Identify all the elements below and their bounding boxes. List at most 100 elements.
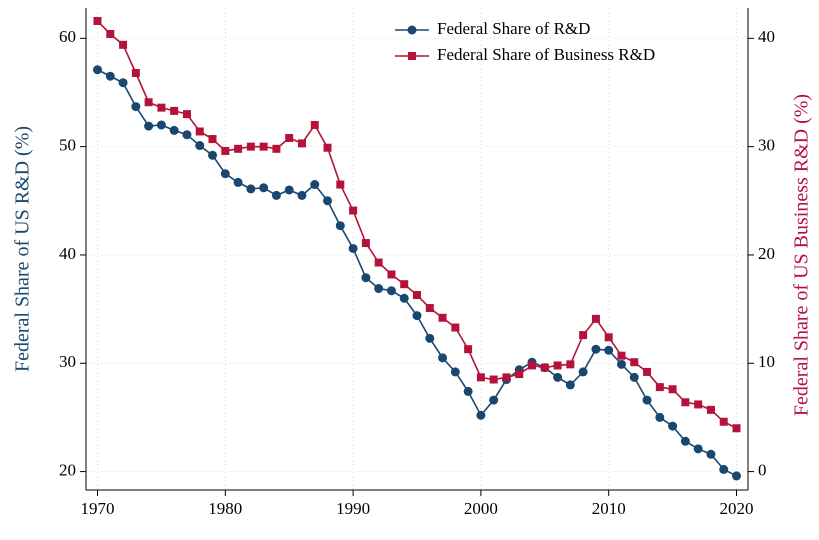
marker	[553, 361, 562, 370]
marker	[578, 367, 588, 377]
marker	[182, 130, 192, 140]
marker	[234, 144, 243, 153]
marker	[259, 142, 268, 151]
marker	[655, 412, 665, 422]
marker	[731, 471, 741, 481]
marker	[208, 135, 217, 144]
marker	[629, 372, 639, 382]
marker	[336, 180, 345, 189]
marker	[438, 353, 448, 363]
marker	[157, 103, 166, 112]
y-tick-label: 40	[59, 244, 76, 263]
marker	[297, 139, 306, 148]
legend-marker	[407, 25, 417, 35]
marker	[515, 370, 524, 379]
marker	[399, 293, 409, 303]
marker	[489, 395, 499, 405]
marker	[719, 464, 729, 474]
marker	[668, 385, 677, 394]
marker	[259, 183, 269, 193]
marker	[93, 16, 102, 25]
marker	[208, 150, 218, 160]
marker	[425, 304, 434, 313]
marker	[630, 358, 639, 367]
y2-tick-label: 20	[758, 244, 775, 263]
marker	[565, 380, 575, 390]
marker	[450, 367, 460, 377]
marker	[144, 121, 154, 131]
marker	[476, 373, 485, 382]
marker	[502, 373, 511, 382]
marker	[413, 291, 421, 300]
marker	[361, 239, 370, 248]
marker	[680, 436, 690, 446]
marker	[400, 280, 409, 289]
marker	[297, 190, 307, 200]
marker	[604, 345, 614, 355]
y-tick-label: 20	[59, 460, 76, 479]
marker	[643, 367, 652, 376]
marker	[106, 29, 115, 38]
marker	[310, 120, 319, 129]
marker	[374, 258, 383, 267]
marker	[655, 383, 664, 392]
marker	[348, 243, 358, 253]
marker	[528, 361, 537, 370]
marker	[642, 395, 652, 405]
y2-axis-title: Federal Share of US Business R&D (%)	[791, 94, 813, 416]
marker	[119, 40, 128, 49]
marker	[540, 363, 549, 372]
series-line	[96, 20, 737, 429]
marker	[323, 196, 333, 206]
x-tick-label: 2000	[464, 499, 498, 518]
marker	[285, 133, 294, 142]
marker	[386, 286, 396, 296]
y-tick-label: 30	[59, 352, 76, 371]
marker	[131, 102, 141, 112]
marker	[361, 273, 371, 283]
marker	[233, 177, 243, 187]
x-tick-label: 2020	[719, 499, 753, 518]
marker	[310, 180, 320, 190]
y-tick-label: 50	[59, 136, 76, 155]
marker	[616, 359, 626, 369]
legend-label: Federal Share of Business R&D	[437, 45, 655, 64]
marker	[489, 375, 498, 384]
marker	[706, 405, 715, 414]
marker	[93, 65, 103, 75]
marker	[732, 424, 741, 433]
marker	[246, 142, 255, 151]
marker	[412, 311, 422, 321]
marker	[284, 185, 294, 195]
x-tick-label: 1970	[81, 499, 115, 518]
x-tick-label: 1990	[336, 499, 370, 518]
marker	[476, 410, 486, 420]
series-line	[97, 69, 737, 477]
marker	[693, 444, 703, 454]
x-tick-label: 1980	[208, 499, 242, 518]
marker	[118, 78, 128, 88]
marker	[221, 146, 230, 155]
marker	[681, 398, 690, 407]
marker	[271, 190, 281, 200]
y-axis-title: Federal Share of US R&D (%)	[12, 126, 34, 372]
x-tick-label: 2010	[592, 499, 626, 518]
marker	[349, 206, 358, 215]
legend-label: Federal Share of R&D	[437, 19, 590, 38]
marker	[246, 184, 256, 194]
marker	[335, 221, 345, 231]
marker	[566, 360, 575, 369]
y-tick-label: 60	[59, 27, 76, 46]
marker	[144, 98, 153, 107]
marker	[425, 333, 435, 343]
marker	[451, 323, 460, 332]
marker	[387, 270, 396, 279]
marker	[591, 314, 600, 323]
marker	[131, 68, 140, 77]
marker	[374, 284, 384, 294]
marker	[169, 125, 179, 135]
marker	[220, 169, 230, 179]
marker	[195, 127, 204, 136]
y2-tick-label: 0	[758, 460, 767, 479]
